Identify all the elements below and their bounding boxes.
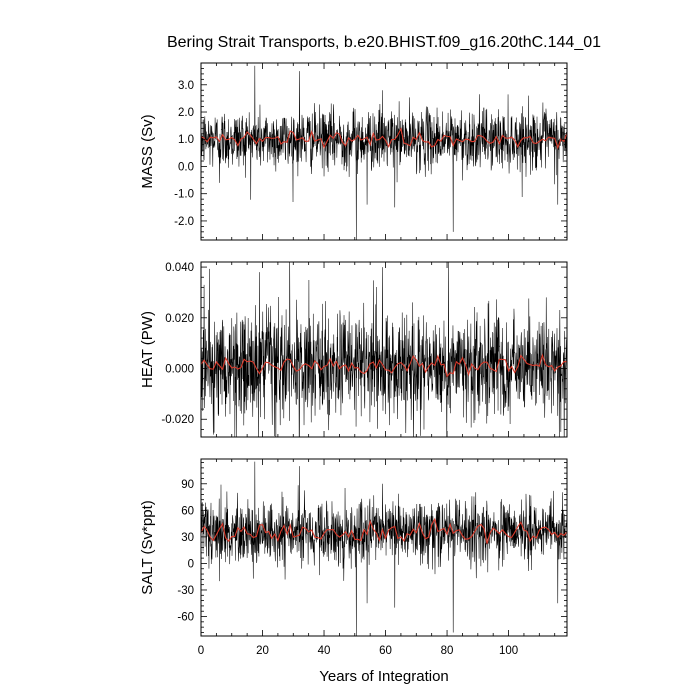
x-axis-label: Years of Integration (319, 668, 449, 685)
y-tick-label: -60 (177, 612, 194, 624)
y-axis-label: HEAT (PW) (139, 311, 156, 388)
y-tick-label: 2.0 (178, 107, 194, 119)
chart-panel-1: -2.0 -1.0 0.0 1.0 2.0 3.0 MASS (Sv) (139, 62, 568, 241)
panels: -2.0 -1.0 0.0 1.0 2.0 3.0 MASS (Sv) -0.020 0.000… (139, 62, 568, 657)
y-tick-label: 0.000 (165, 364, 194, 376)
raw-series-line (201, 461, 567, 636)
y-tick-label: 60 (181, 505, 194, 517)
x-tick-label: 100 (499, 645, 518, 657)
plot-frame (200, 261, 568, 438)
chart-panel-3: 0 20 40 60 80 100 -60 -30 0 30 60 90 SALT (Sv*ppt) (139, 458, 568, 657)
x-tick-label: 80 (441, 645, 454, 657)
smoothed-series-line (201, 517, 567, 544)
smoothed-series-line (201, 127, 567, 150)
chart-panel-2: -0.020 0.000 0.020 0.040 HEAT (PW) (139, 261, 568, 438)
smoothed-series-line (201, 353, 567, 378)
y-tick-label: 90 (181, 479, 194, 491)
y-tick-label: 1.0 (178, 134, 194, 146)
chart-title: Bering Strait Transports, b.e20.BHIST.f0… (167, 34, 601, 51)
y-tick-label: 0.0 (178, 161, 194, 173)
y-tick-label: -30 (177, 585, 194, 597)
y-tick-label: -2.0 (174, 216, 194, 228)
x-tick-label: 60 (379, 645, 392, 657)
plot-frame (200, 458, 568, 637)
y-tick-label: -0.020 (161, 414, 194, 426)
y-tick-label: 0.020 (165, 313, 194, 325)
x-tick-label: 0 (198, 645, 204, 657)
y-tick-label: 3.0 (178, 80, 194, 92)
y-axis-label: MASS (Sv) (139, 114, 156, 188)
x-tick-label: 20 (256, 645, 269, 657)
y-tick-label: -1.0 (174, 189, 194, 201)
y-axis-label: SALT (Sv*ppt) (139, 500, 156, 594)
y-tick-label: 30 (181, 532, 194, 544)
raw-series-line (201, 262, 567, 437)
x-tick-label: 40 (318, 645, 331, 657)
y-tick-label: 0 (188, 558, 194, 570)
plot-frame (200, 62, 568, 241)
raw-series-line (201, 65, 567, 240)
y-tick-label: 0.040 (165, 262, 194, 274)
